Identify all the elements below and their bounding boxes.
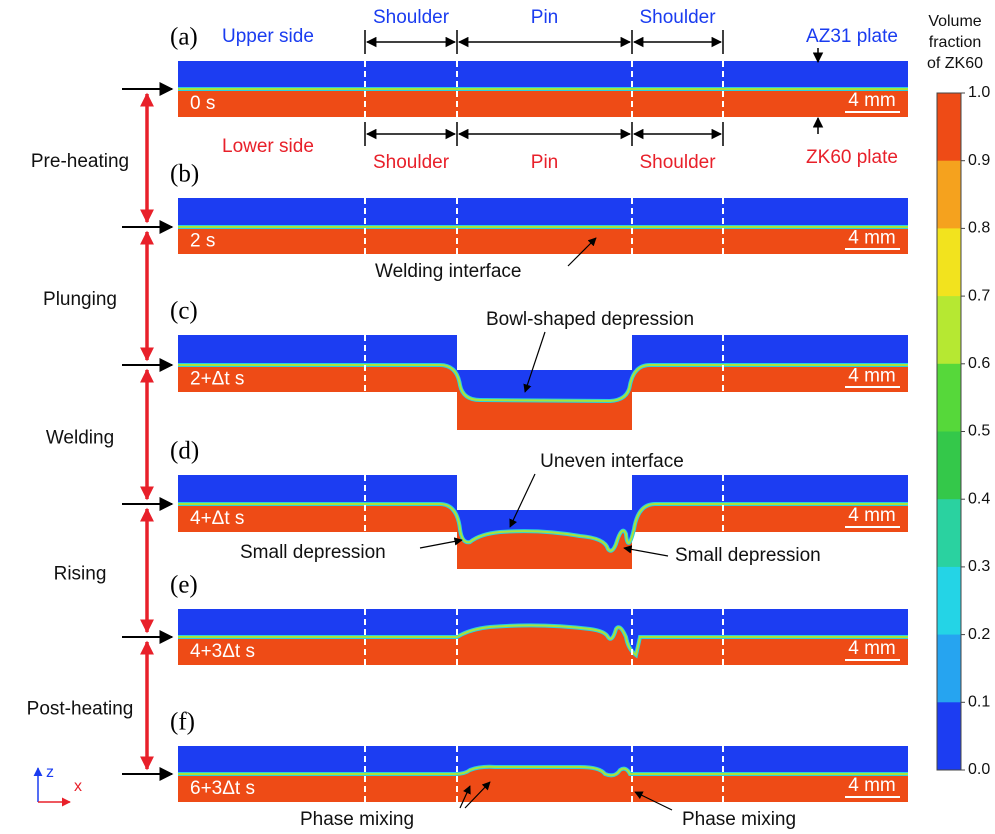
annotation-arrow (420, 540, 462, 548)
stage-label: Pre-heating (31, 151, 129, 172)
time-label: 4+Δt s (190, 508, 244, 529)
colorbar-tick-label: 0.0 (968, 761, 990, 778)
annotation: Phase mixing (300, 809, 414, 830)
colorbar-band (937, 228, 961, 296)
colorbar-tick-label: 0.2 (968, 626, 990, 643)
z-label: z (46, 764, 54, 781)
scale-label: 4 mm (848, 90, 896, 111)
panel-label: (d) (170, 438, 199, 465)
colorbar-band (937, 432, 961, 500)
colorbar-band (937, 702, 961, 770)
lower-plate: ZK60 plate (806, 147, 898, 168)
lower-region: Pin (531, 152, 558, 173)
colorbar-band (937, 161, 961, 229)
panel-label: (e) (170, 572, 198, 599)
colorbar-band (937, 499, 961, 567)
scale-label: 4 mm (848, 638, 896, 659)
colorbar-tick-label: 0.7 (968, 287, 990, 304)
upper-side: Upper side (222, 26, 314, 47)
panel-label: (a) (170, 24, 198, 51)
upper-plate: AZ31 plate (806, 26, 898, 47)
annotation: Phase mixing (682, 809, 796, 830)
annotation: Small depression (675, 545, 821, 566)
colorbar-band (937, 635, 961, 703)
upper-region: Shoulder (373, 7, 450, 28)
annotation: Uneven interface (540, 451, 684, 472)
time-label: 2 s (190, 231, 215, 252)
colorbar-title: fraction (929, 34, 981, 51)
colorbar-tick-label: 0.9 (968, 152, 990, 169)
upper-region: Shoulder (639, 7, 716, 28)
upper-region: Pin (531, 7, 558, 28)
lower-side: Lower side (222, 136, 314, 157)
scale-label: 4 mm (848, 228, 896, 249)
panel-label: (f) (170, 709, 195, 736)
colorbar-title: of ZK60 (927, 55, 983, 72)
colorbar-band (937, 296, 961, 364)
colorbar-tick-label: 0.6 (968, 355, 990, 372)
scale-label: 4 mm (848, 775, 896, 796)
lower-region: Shoulder (373, 152, 450, 173)
colorbar-band (937, 567, 961, 635)
stage-label: Rising (54, 564, 107, 585)
colorbar-title: Volume (928, 13, 981, 30)
colorbar-tick-label: 0.8 (968, 220, 990, 237)
colorbar-tick-label: 0.5 (968, 423, 990, 440)
time-label: 0 s (190, 93, 215, 114)
scale-label: 4 mm (848, 505, 896, 526)
figure: (a) 0 s 4 mm (b) 2 s 4 mm (c) 2+Δt s 4 mm (d) 4+Δt… (0, 0, 995, 834)
colorbar-band (937, 364, 961, 432)
x-label: x (74, 778, 82, 795)
annotation: Welding interface (375, 261, 521, 282)
zk60-region (178, 89, 908, 117)
colorbar-tick-label: 0.3 (968, 558, 990, 575)
scale-label: 4 mm (848, 366, 896, 387)
time-label: 6+3Δt s (190, 778, 255, 799)
annotation: Small depression (240, 542, 386, 563)
colorbar-tick-label: 0.4 (968, 490, 990, 507)
stage-label: Post-heating (27, 699, 134, 720)
stage-label: Plunging (43, 289, 117, 310)
zk60-region (178, 227, 908, 254)
stage-label: Welding (46, 428, 114, 449)
colorbar-tick-label: 0.1 (968, 694, 990, 711)
lower-region: Shoulder (639, 152, 716, 173)
colorbar-band (937, 93, 961, 161)
panel-label: (b) (170, 161, 199, 188)
time-label: 4+3Δt s (190, 641, 255, 662)
panel-label: (c) (170, 298, 198, 325)
annotation: Bowl-shaped depression (486, 309, 694, 330)
colorbar-tick-label: 1.0 (968, 84, 990, 101)
time-label: 2+Δt s (190, 369, 244, 390)
